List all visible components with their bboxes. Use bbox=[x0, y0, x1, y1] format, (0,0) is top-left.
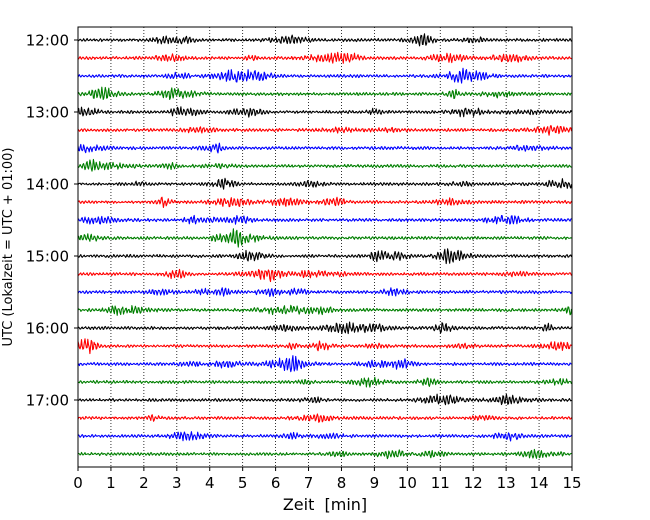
trace-1700 bbox=[77, 393, 572, 406]
x-axis-label: Zeit [min] bbox=[283, 495, 367, 514]
traces bbox=[77, 33, 573, 460]
x-axis-ticks: 0 1 2 3 4 5 6 7 8 9 10 11 12 13 14 15 bbox=[73, 467, 582, 492]
x-tick-label: 14 bbox=[530, 474, 549, 492]
trace-1245 bbox=[77, 86, 572, 100]
x-tick-label: 9 bbox=[370, 474, 380, 492]
y-tick-label: 12:00 bbox=[26, 32, 69, 50]
trace-1445 bbox=[77, 228, 572, 248]
trace-1500 bbox=[77, 248, 573, 265]
trace-1230 bbox=[77, 67, 572, 84]
x-tick-label: 3 bbox=[172, 474, 182, 492]
y-tick-label: 13:00 bbox=[26, 104, 69, 122]
y-tick-label: 17:00 bbox=[26, 392, 69, 410]
x-tick-label: 12 bbox=[464, 474, 483, 492]
trace-1215 bbox=[77, 51, 572, 64]
trace-1715 bbox=[77, 413, 572, 423]
trace-1415 bbox=[77, 196, 572, 209]
trace-1530 bbox=[77, 287, 572, 298]
trace-1645 bbox=[77, 376, 573, 388]
y-tick-label: 16:00 bbox=[26, 320, 69, 338]
plot-frame bbox=[77, 26, 573, 468]
x-tick-label: 6 bbox=[271, 474, 281, 492]
y-tick-label: 15:00 bbox=[26, 248, 69, 266]
trace-1630 bbox=[77, 355, 572, 373]
trace-1315 bbox=[77, 125, 573, 136]
x-tick-label: 2 bbox=[139, 474, 149, 492]
x-tick-label: 15 bbox=[562, 474, 581, 492]
trace-1545 bbox=[77, 304, 573, 316]
grid-lines bbox=[110, 27, 540, 467]
x-tick-label: 5 bbox=[238, 474, 248, 492]
y-axis-ticks: 12:00 13:00 14:00 15:00 16:00 17:00 bbox=[26, 32, 78, 410]
trace-1515 bbox=[77, 268, 573, 283]
x-tick-label: 10 bbox=[398, 474, 417, 492]
trace-1615 bbox=[77, 338, 572, 355]
x-tick-label: 7 bbox=[304, 474, 314, 492]
x-tick-label: 1 bbox=[106, 474, 116, 492]
x-tick-label: 0 bbox=[73, 474, 83, 492]
trace-1430 bbox=[77, 214, 572, 225]
x-tick-label: 8 bbox=[337, 474, 347, 492]
trace-1400 bbox=[77, 177, 573, 190]
trace-1330 bbox=[77, 142, 572, 154]
y-axis-label: UTC (Lokalzeit = UTC + 01:00) bbox=[1, 148, 16, 347]
trace-1300 bbox=[77, 106, 572, 118]
plot-area bbox=[78, 27, 572, 467]
trace-1200 bbox=[77, 33, 572, 47]
x-tick-label: 4 bbox=[205, 474, 215, 492]
x-tick-label: 11 bbox=[431, 474, 450, 492]
trace-1600 bbox=[77, 321, 572, 335]
trace-1345 bbox=[77, 158, 572, 172]
x-tick-label: 13 bbox=[497, 474, 516, 492]
trace-1730 bbox=[77, 431, 572, 442]
trace-1745 bbox=[77, 448, 572, 460]
y-tick-label: 14:00 bbox=[26, 176, 69, 194]
